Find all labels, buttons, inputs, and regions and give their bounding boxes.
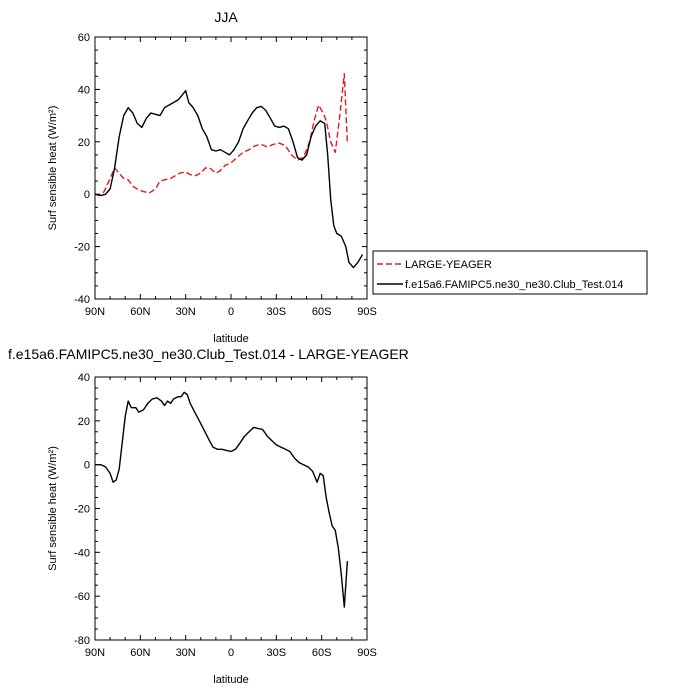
y-tick-label: 40 [78,84,90,96]
y-tick-label: 20 [78,416,90,428]
legend-box [372,250,648,295]
x-tick-label: 0 [228,647,234,659]
chart-panel-2: f.e15a6.FAMIPC5.ne30_ne30.Club_Test.014 … [8,346,409,686]
x-tick-label: 60S [312,306,332,318]
x-tick-label: 30N [176,306,196,318]
y-tick-label: -60 [74,591,90,603]
y-tick-label: -40 [74,294,90,306]
y-axis-label: Surf sensible heat (W/m²) [47,106,59,231]
chart-title: f.e15a6.FAMIPC5.ne30_ne30.Club_Test.014 … [8,346,409,362]
legend-label: LARGE-YEAGER [405,259,492,271]
y-tick-label: -80 [74,635,90,647]
y-axis-label: Surf sensible heat (W/m²) [47,446,59,571]
legend-label: f.e15a6.FAMIPC5.ne30_ne30.Club_Test.014 [405,279,623,291]
y-tick-label: -40 [74,547,90,559]
x-tick-label: 60N [130,306,150,318]
x-tick-label: 30N [176,647,196,659]
x-tick-label: 90S [357,306,377,318]
x-tick-label: 90S [357,647,377,659]
x-tick-label: 30S [267,306,287,318]
x-axis-label: latitude [213,674,248,686]
x-tick-label: 60S [312,647,332,659]
x-tick-label: 60N [130,647,150,659]
y-tick-label: 20 [78,137,90,149]
series-line-large-yeager [94,72,349,197]
x-tick-label: 90N [85,647,105,659]
y-tick-label: 40 [78,372,90,384]
x-tick-label: 30S [267,647,287,659]
series-line-f-e15a6-famipc5-ne30-ne30-club-test-014 [94,89,364,269]
y-tick-label: 0 [84,460,90,472]
y-tick-label: 60 [78,32,90,44]
chart-panel-1: JJA 90N 60N 30N 0 30S 60S 90S -40 -20 0 20 40 60 latit… [47,9,377,345]
x-axis-label: latitude [213,333,248,345]
plot-frame [94,36,368,300]
x-tick-label: 90N [85,306,105,318]
y-tick-label: 0 [84,189,90,201]
plot-frame [94,376,368,641]
difference-series-line [95,391,349,608]
y-tick-label: -20 [74,504,90,516]
y-tick-label: -20 [74,242,90,254]
chart-title: JJA [214,9,238,25]
legend: LARGE-YEAGER f.e15a6.FAMIPC5.ne30_ne30.Cl… [372,250,648,295]
x-tick-label: 0 [228,306,234,318]
